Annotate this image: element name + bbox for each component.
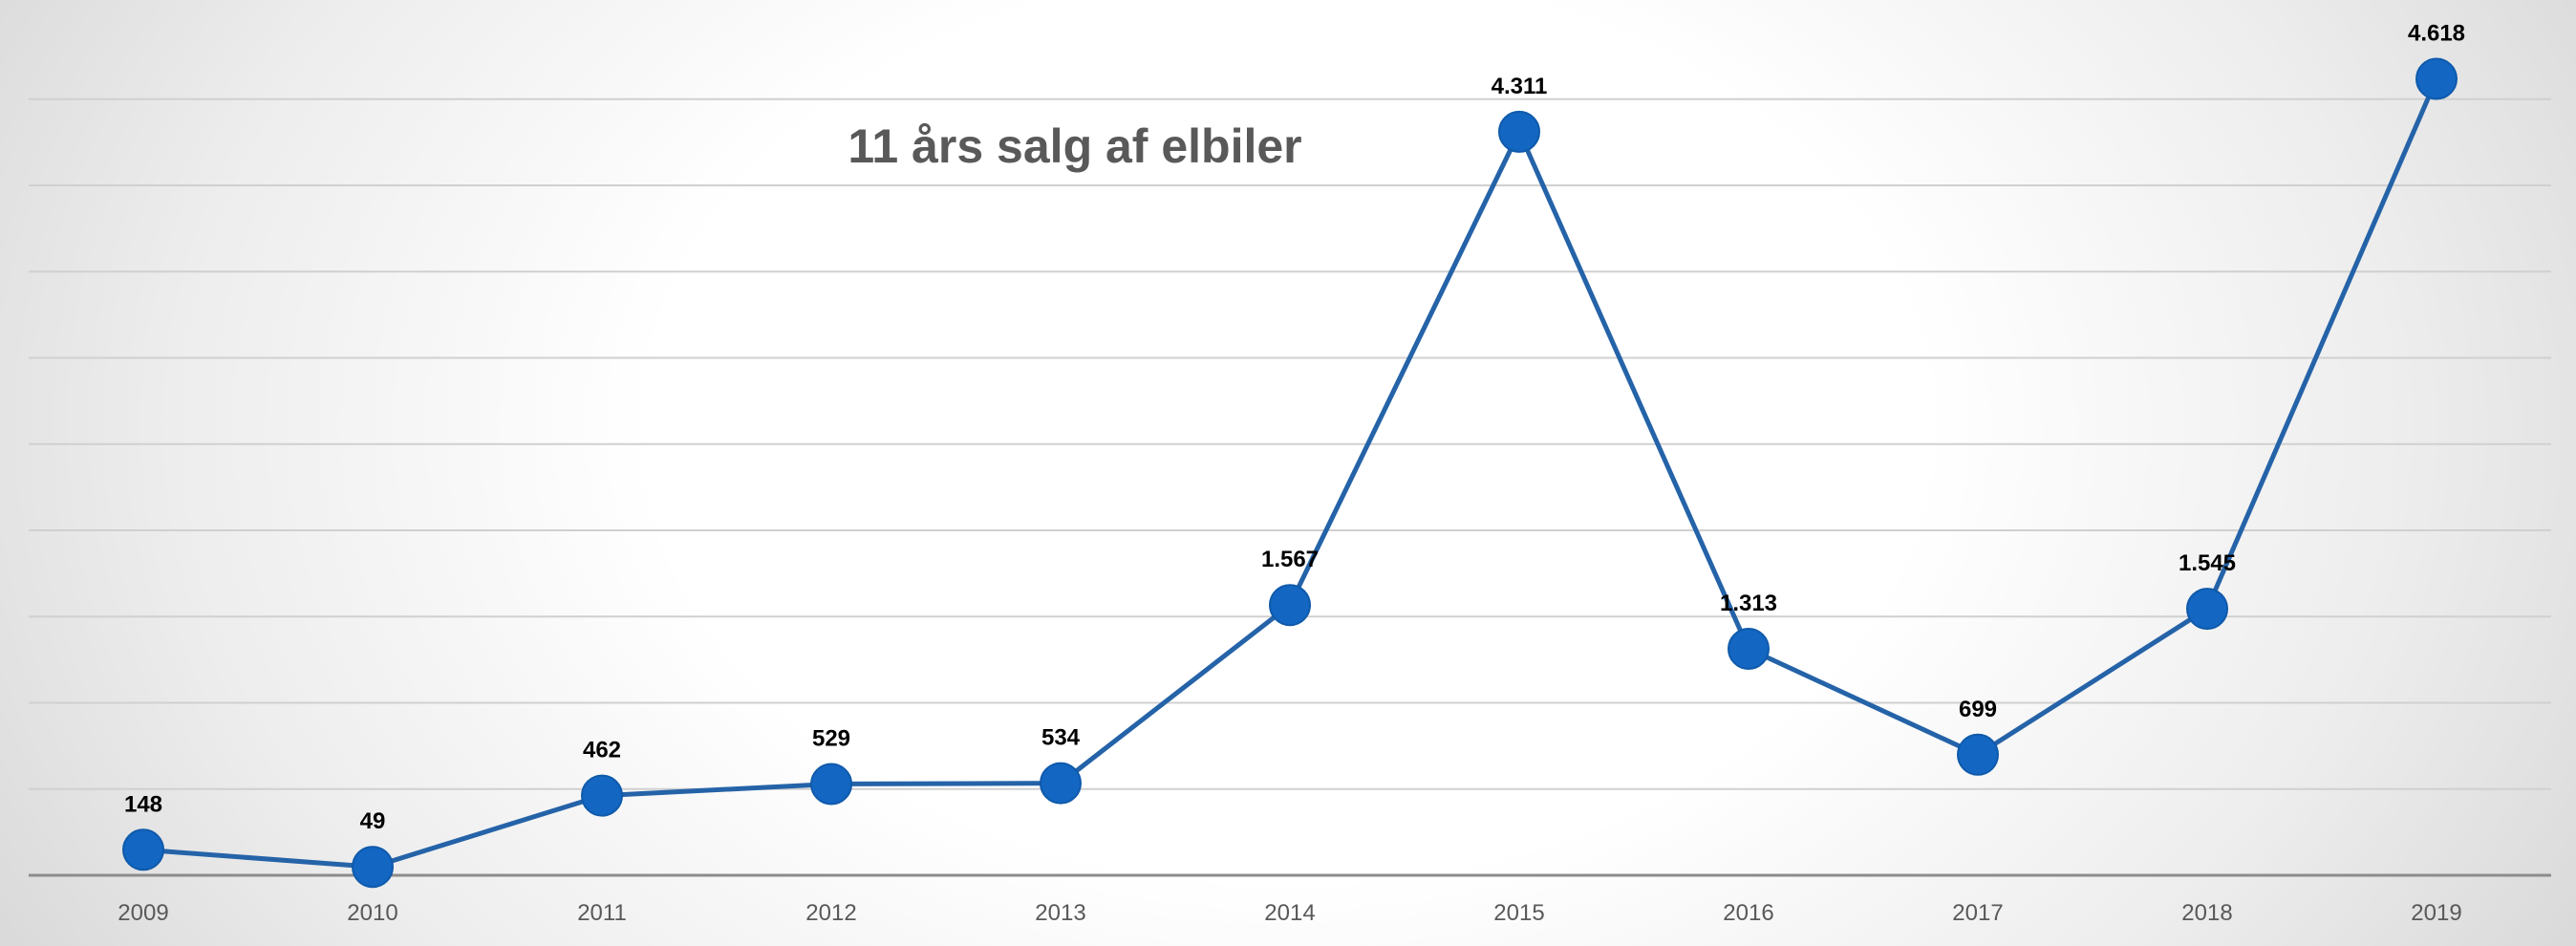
data-label: 699 [1959, 697, 1997, 722]
data-label: 4.618 [2408, 21, 2465, 47]
data-point [352, 846, 394, 889]
x-tick-label: 2009 [118, 900, 168, 926]
data-label: 534 [1041, 725, 1081, 751]
x-tick-label: 2013 [1035, 900, 1085, 926]
data-point [581, 774, 623, 817]
data-point [1269, 584, 1311, 627]
x-tick-label: 2017 [1952, 900, 2003, 926]
data-label: 4.311 [1492, 74, 1548, 99]
series-line [142, 77, 2439, 870]
x-tick-label: 2014 [1264, 900, 1315, 926]
x-tick-label: 2011 [577, 900, 627, 926]
data-point [122, 828, 164, 871]
data-point [1498, 110, 1540, 153]
data-labels: 148 49 462 529 534 1.567 4.311 1.313 699 1.545 4.6… [124, 21, 2465, 835]
data-point [1957, 733, 1999, 776]
data-label: 529 [812, 726, 850, 752]
x-axis-ticks: 2009 2010 2011 2012 2013 2014 2015 2016 2017 2018… [118, 900, 2461, 926]
data-point [810, 763, 852, 806]
data-label: 1.545 [2179, 550, 2236, 576]
data-point [2186, 588, 2228, 631]
x-tick-label: 2012 [805, 900, 856, 926]
gridlines [29, 97, 2551, 790]
x-tick-label: 2010 [347, 900, 397, 926]
data-label: 49 [360, 808, 386, 834]
data-point [1040, 762, 1082, 805]
x-tick-label: 2015 [1493, 900, 1544, 926]
data-label: 1.567 [1261, 547, 1319, 572]
data-label: 1.313 [1720, 591, 1777, 616]
data-label: 148 [124, 791, 162, 817]
data-point [1728, 628, 1770, 670]
x-tick-label: 2016 [1723, 900, 1773, 926]
x-tick-label: 2019 [2411, 900, 2461, 926]
data-label: 462 [583, 738, 621, 763]
chart-title: 11 års salg af elbiler [848, 119, 1301, 173]
data-points [122, 57, 2458, 889]
data-point [2415, 57, 2458, 100]
x-tick-label: 2018 [2181, 900, 2232, 926]
